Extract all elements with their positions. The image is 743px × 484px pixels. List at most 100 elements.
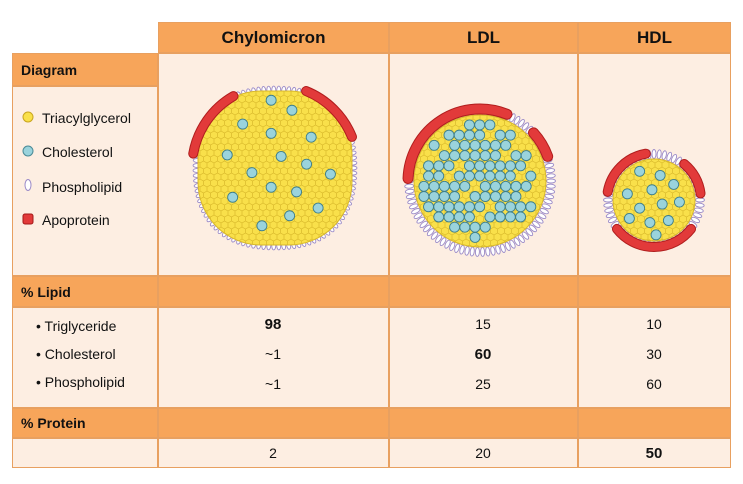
cholesterol-molecule <box>428 191 440 202</box>
phospholipid-molecule <box>544 162 555 169</box>
cholesterol-molecule <box>312 202 324 214</box>
cholesterol-molecule <box>654 169 666 181</box>
cholesterol-molecule <box>494 201 506 213</box>
cholesterol-molecule <box>656 198 668 210</box>
cholesterol-molecule <box>463 160 475 172</box>
cholesterol-molecule <box>469 191 481 202</box>
value-chylomicron-triglyceride: 98 <box>264 316 282 333</box>
cholesterol-molecule <box>428 180 440 192</box>
lipid-header-fill <box>389 276 578 307</box>
cholesterol-molecule <box>479 221 491 233</box>
cholesterol-molecule <box>520 180 532 192</box>
apoprotein <box>603 149 650 196</box>
phospholipid-molecule <box>666 151 673 162</box>
cholesterol-molecule <box>621 188 633 200</box>
cholesterol-molecule <box>284 210 296 222</box>
phospholipid-molecule <box>603 197 613 203</box>
cholesterol-molecule <box>479 139 491 151</box>
cholesterol-molecule <box>668 178 680 190</box>
chylomicron-particle-diagram <box>188 85 358 251</box>
apoprotein <box>403 104 512 183</box>
row-header-label: % Protein <box>21 415 86 431</box>
cholesterol-molecule <box>484 119 496 131</box>
cholesterol-molecule <box>634 202 646 214</box>
phospholipid-molecule <box>411 208 421 215</box>
cholesterol-molecule <box>634 165 646 177</box>
cholesterol-molecule <box>650 229 662 241</box>
lipid-label-phospholipid: • Phospholipid <box>36 374 125 390</box>
cholesterol-molecule <box>453 201 465 213</box>
cholesterol-molecule <box>423 170 434 182</box>
phospholipid-molecule <box>661 150 667 161</box>
cholesterol-molecule <box>265 94 277 106</box>
cholesterol-molecule <box>504 160 516 172</box>
phospholipid-molecule <box>604 207 615 213</box>
lipid-values-chylomicron <box>158 307 389 408</box>
phospholipid-molecule <box>474 247 480 257</box>
legend-cell <box>12 86 158 276</box>
value-ldl-phospholipid: 25 <box>475 376 491 392</box>
cholesterol-molecule <box>256 220 268 232</box>
lipid-values-ldl <box>389 307 578 408</box>
phospholipid-molecule <box>485 246 491 257</box>
cholesterol-molecule <box>484 160 496 172</box>
phospholipid-molecule <box>469 246 475 257</box>
triacylglycerol-core <box>197 90 353 246</box>
phospholipid-molecule <box>651 149 657 159</box>
cholesterol-molecule <box>479 191 491 202</box>
phospholipid-molecule <box>545 168 556 174</box>
cholesterol-molecule <box>525 170 537 182</box>
ldl-particle-diagram <box>402 103 556 257</box>
apoprotein <box>189 92 238 158</box>
cholesterol-molecule <box>227 191 239 203</box>
lipid-header-fill <box>578 276 731 307</box>
phospholipid-molecule <box>454 243 460 253</box>
lipid-header-fill <box>158 276 389 307</box>
phospholipid-molecule <box>546 178 556 184</box>
value-hdl-protein: 50 <box>645 445 663 462</box>
cholesterol-molecule <box>504 170 516 182</box>
protein-header-fill <box>578 408 731 438</box>
phospholipid-molecule <box>405 193 416 200</box>
column-header-ldl: LDL <box>389 22 578 53</box>
value-chylomicron-protein: 2 <box>269 445 277 461</box>
phospholipid-molecule <box>693 207 704 213</box>
phospholipid-molecule <box>464 245 470 256</box>
cholesterol-molecule <box>459 139 471 151</box>
cholesterol-molecule <box>504 201 516 213</box>
cholesterol-molecule <box>463 211 475 223</box>
legend-item-apoprotein: Apoprotein <box>22 212 110 228</box>
phospholipid-molecule <box>656 149 662 160</box>
cholesterol-molecule <box>463 170 475 182</box>
legend-item-phospholipid: Phospholipid <box>22 178 122 195</box>
cholesterol-molecule <box>423 160 434 172</box>
column-header-label: LDL <box>466 27 501 47</box>
cholesterol-molecule <box>662 215 674 226</box>
cholesterol-molecule <box>449 150 461 162</box>
cholesterol-molecule <box>265 181 277 193</box>
apoprotein <box>612 224 696 251</box>
phospholipid-molecule <box>545 188 556 194</box>
apoprotein <box>680 159 705 198</box>
lipid-labels-cell <box>12 307 158 408</box>
row-header-protein: % Protein <box>12 408 158 438</box>
cholesterol-molecule <box>418 191 430 202</box>
phospholipid-molecule <box>430 231 439 240</box>
cholesterol-molecule <box>510 150 522 162</box>
cholesterol-icon <box>22 144 34 160</box>
phospholipid-molecule <box>525 228 534 237</box>
cholesterol-molecule <box>449 139 461 151</box>
cholesterol-molecule <box>438 150 450 162</box>
cholesterol-molecule <box>479 180 491 192</box>
apoprotein <box>529 128 553 161</box>
cholesterol-molecule <box>449 191 461 202</box>
cholesterol-molecule <box>433 160 445 172</box>
legend-label: Cholesterol <box>42 144 113 160</box>
cholesterol-molecule <box>494 160 506 172</box>
cholesterol-molecule <box>474 201 486 213</box>
row-header-lipid: % Lipid <box>12 276 158 307</box>
triacylglycerol-icon <box>22 110 34 126</box>
column-header-hdl: HDL <box>578 22 731 53</box>
cholesterol-molecule <box>449 221 461 233</box>
cholesterol-molecule <box>644 217 656 229</box>
